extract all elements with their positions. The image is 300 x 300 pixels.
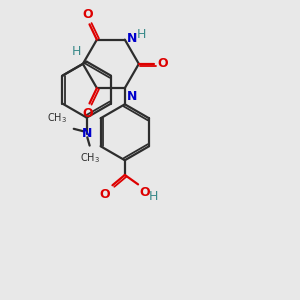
Text: O: O [158,57,168,70]
Text: N: N [127,90,138,103]
Text: H: H [148,190,158,203]
Text: O: O [99,188,110,201]
Text: O: O [83,107,93,120]
Text: CH$_3$: CH$_3$ [80,152,100,165]
Text: O: O [140,186,150,199]
Text: H: H [137,28,147,41]
Text: H: H [72,45,81,58]
Text: N: N [127,32,138,45]
Text: N: N [82,127,92,140]
Text: CH$_3$: CH$_3$ [47,111,67,125]
Text: O: O [83,8,93,20]
